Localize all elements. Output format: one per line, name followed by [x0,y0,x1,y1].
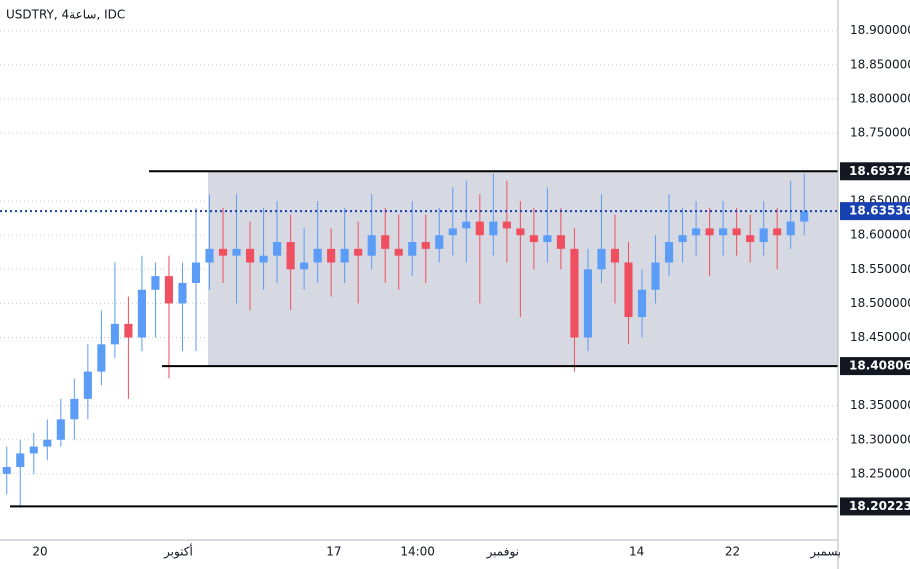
x-tick-label: 20 [32,545,47,559]
candle-body [381,235,390,249]
candle-body [543,235,552,243]
candle-body [773,228,782,236]
candle-body [218,248,228,256]
candle-body [56,419,65,440]
candle-body [327,248,336,263]
level-label: 18.408065 [849,359,910,373]
x-tick-label: 14 [629,545,644,559]
candle-body [786,221,795,236]
candle-body [678,235,687,243]
candle-body [300,262,309,270]
y-tick-label: 18.550000 [850,262,910,276]
candle-body [583,269,593,338]
x-tick-label: ديسمبر [809,545,847,560]
level-label: 18.635360 [849,204,910,218]
y-tick-label: 18.500000 [850,296,910,310]
candle-body [354,248,363,256]
candle-body [394,248,403,256]
level-label-box [840,202,910,221]
y-tick-label: 18.450000 [850,330,910,344]
candle-body [692,228,701,236]
candle-body [448,228,457,236]
y-tick-label: 18.600000 [850,228,910,242]
candle-body [259,255,268,263]
x-tick-label: 17 [326,545,341,559]
candle-body [800,211,809,222]
y-tick-label: 18.350000 [850,398,910,412]
candle-body [367,235,376,256]
candle-body [164,276,174,304]
candle-body [151,276,160,290]
candle-body [732,228,741,236]
candle-body [610,248,620,263]
candle-body [70,398,79,420]
candle-body [191,262,201,283]
candle-body [529,235,538,243]
y-tick-label: 18.900000 [850,23,910,37]
candle-body [651,262,660,290]
range-zone [208,171,838,367]
candle-body [286,242,295,270]
candle-body [435,235,444,249]
candle-body [664,242,674,263]
candle-body [624,262,633,318]
y-tick-label: 18.750000 [850,125,910,139]
candle-body [759,228,768,243]
candle-body [462,221,471,229]
candle-body [97,344,106,372]
candle-body [408,242,417,256]
candle-body [83,371,92,399]
level-label-box [840,162,910,181]
candle-body [637,289,647,318]
candle-body [232,248,241,256]
y-tick-label: 18.300000 [850,432,910,446]
candle-body [570,248,579,338]
candle-body [124,323,133,338]
candle-body [516,228,525,236]
candle-body [746,235,755,243]
x-tick-label: 14:00 [400,545,435,559]
candle-body [43,439,52,447]
candle-body [719,228,728,236]
candle-body [245,248,255,263]
y-tick-label: 18.250000 [850,466,910,480]
candle-body [137,289,146,338]
candle-body [705,228,714,236]
x-tick-label: 22 [725,545,740,559]
x-tick-label: نوفمبر [486,545,519,560]
candle-body [178,282,187,304]
level-label-box [840,357,910,376]
candle-body [16,453,25,468]
candle-body [29,446,38,454]
candle-body [556,235,565,249]
candle-body [110,323,119,345]
candle-body [340,248,349,263]
level-label-box [840,497,910,516]
level-label: 18.202233 [849,499,910,513]
candle-body [2,467,11,474]
candle-body [597,248,606,270]
candle-body [273,242,282,256]
candle-body [489,221,498,236]
candle-body [421,242,430,249]
candle-body [313,248,322,263]
y-tick-label: 18.800000 [850,91,910,105]
y-tick-label: 18.850000 [850,57,910,71]
level-label: 18.693780 [849,164,910,178]
chart-title: USDTRY, 4ساعة, IDC [6,8,125,22]
x-axis-labels: 20 أكتوبر 17 14:00 نوفمبر 14 22 ديسمبر [32,544,847,560]
candle-body [205,248,214,263]
candle-body [502,221,511,229]
candle-body [475,221,484,236]
x-tick-label: أكتوبر [163,544,193,560]
